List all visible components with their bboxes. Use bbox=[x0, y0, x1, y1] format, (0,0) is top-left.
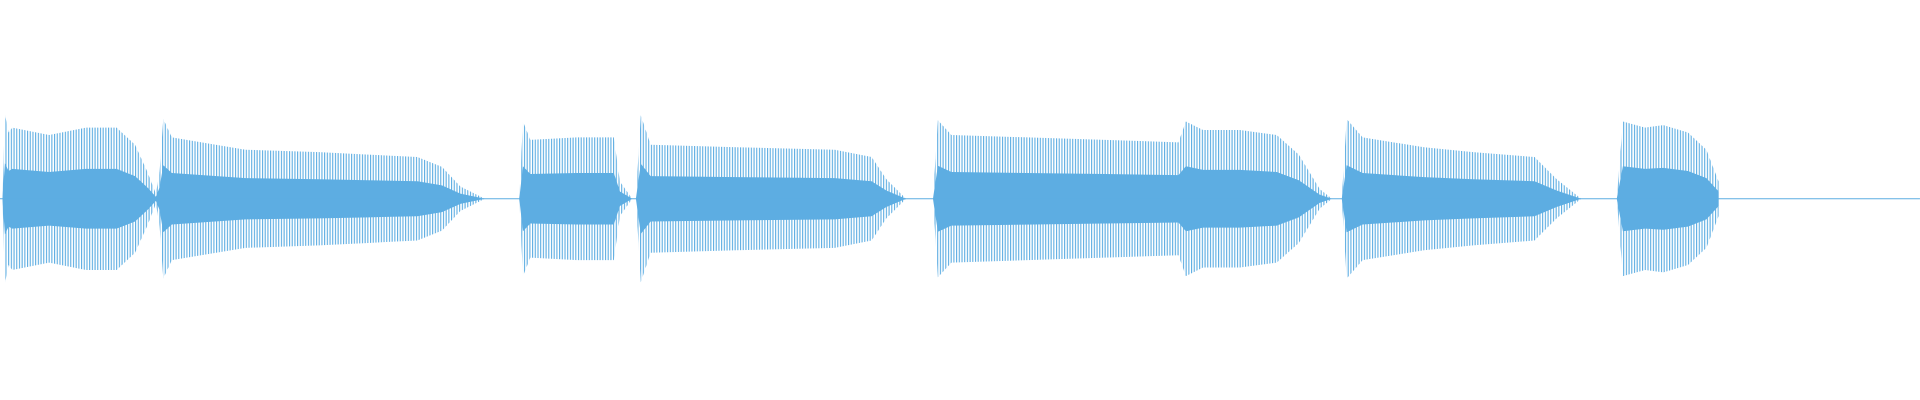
waveform bbox=[0, 114, 1920, 284]
